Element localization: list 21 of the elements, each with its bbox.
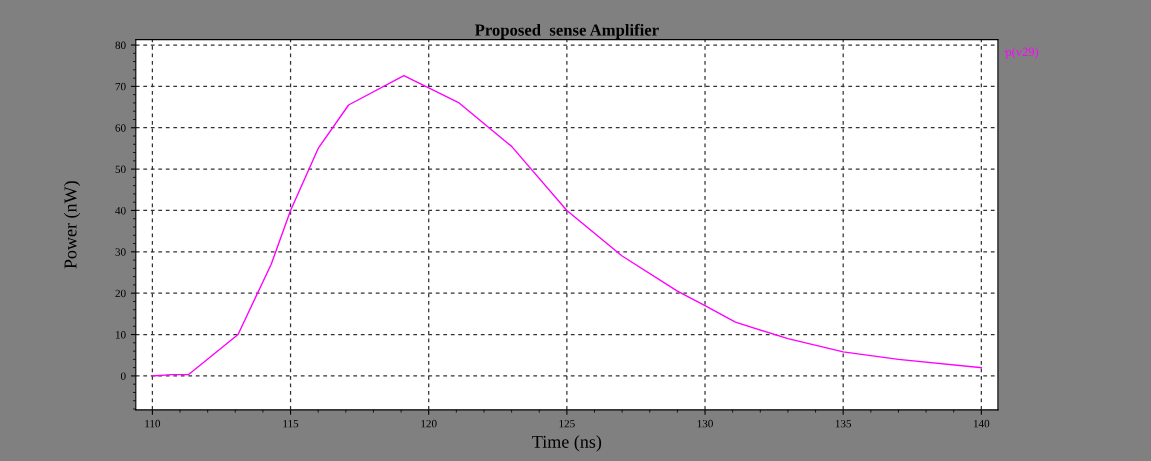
y-tick-label: 70 <box>115 82 126 91</box>
x-tick-label: 110 <box>145 419 161 428</box>
y-tick-label: 30 <box>115 248 126 256</box>
x-tick-label: 140 <box>973 419 990 428</box>
x-axis-title: Time (ns) <box>532 435 602 452</box>
y-tick-label: 0 <box>120 372 126 380</box>
y-tick-label: 20 <box>115 289 126 298</box>
x-tick-label: 120 <box>421 419 437 428</box>
x-tick-label: 115 <box>283 419 299 428</box>
line-series <box>151 74 983 377</box>
y-tick-label: 80 <box>115 41 126 49</box>
legend-label: p(v29) <box>1005 47 1039 59</box>
y-axis-title: Power (nW) <box>63 181 81 269</box>
x-tick-label: 130 <box>697 419 713 428</box>
y-tick-label: 40 <box>115 206 126 215</box>
x-tick-label: 125 <box>559 419 575 428</box>
x-tick-label: 135 <box>835 419 852 428</box>
y-tick-label: 10 <box>115 331 126 339</box>
y-tick-label: 50 <box>115 165 126 174</box>
y-tick-label: 60 <box>115 124 126 132</box>
chart-title: Proposed sense Amplifier <box>474 23 659 40</box>
